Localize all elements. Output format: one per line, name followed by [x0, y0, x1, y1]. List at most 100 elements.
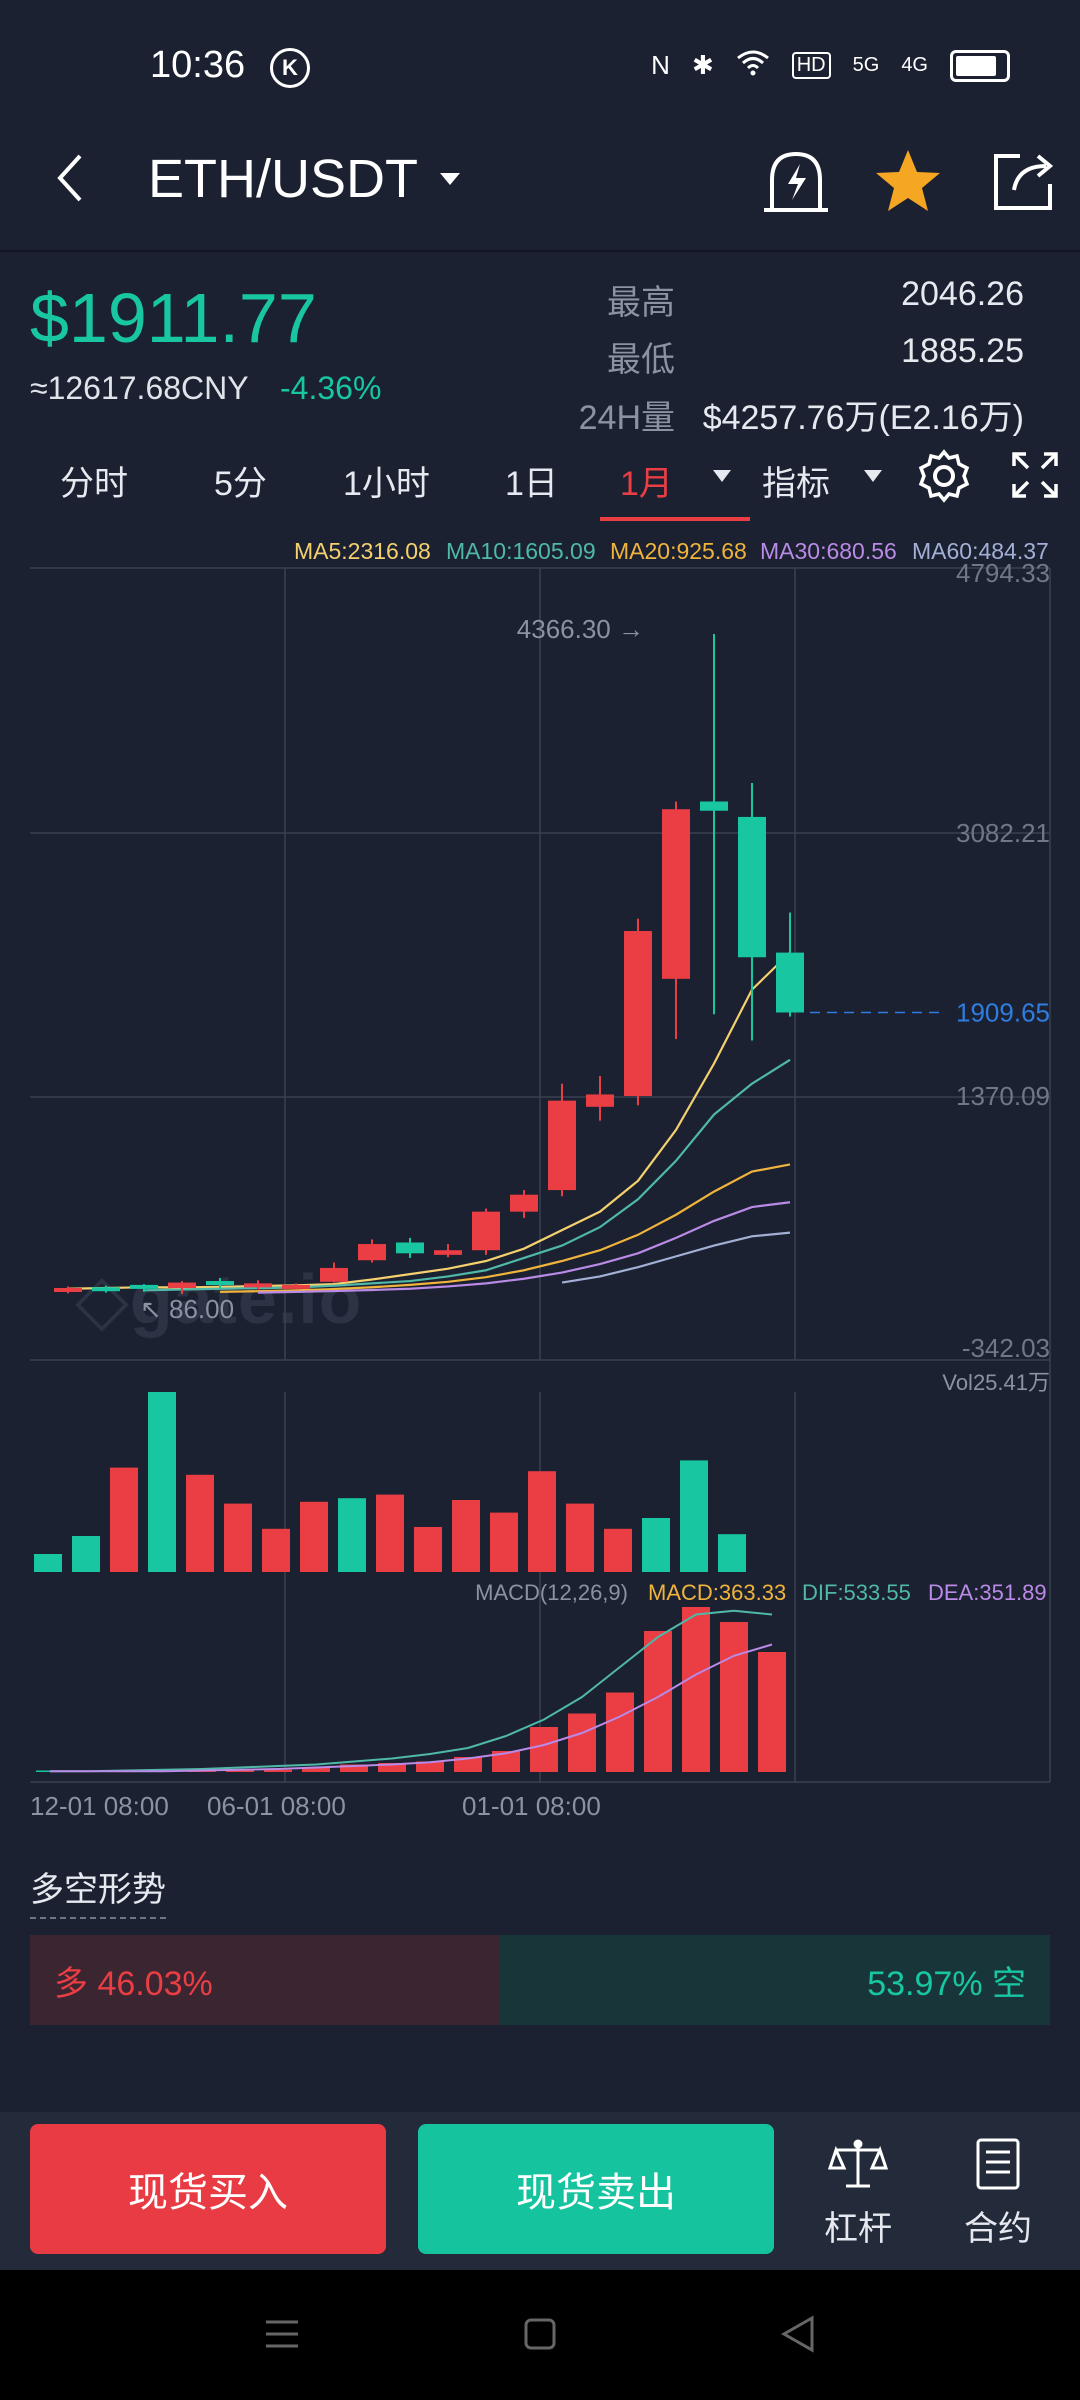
- more-intervals-button[interactable]: [713, 470, 731, 482]
- axis-labels: 4794.33 3082.21 1370.09 -342.03 1909.65 4366.…: [30, 560, 1050, 1820]
- volume-bar: [604, 1528, 632, 1572]
- tab-1hour[interactable]: 1小时: [343, 465, 430, 503]
- ma20-legend: MA20:925.68: [610, 538, 747, 564]
- nfc-icon: N: [651, 50, 670, 80]
- star-icon: [876, 150, 940, 211]
- volume-bar: [528, 1471, 556, 1572]
- favorite-button[interactable]: [868, 140, 948, 220]
- ma30-line: [257, 1201, 791, 1294]
- tab-1day[interactable]: 1日: [505, 465, 558, 503]
- document-icon: [976, 2138, 1020, 2190]
- macd-bar: [454, 1757, 482, 1772]
- gear-icon: [918, 449, 970, 503]
- back-button[interactable]: [42, 148, 102, 208]
- candle-body: [738, 816, 766, 958]
- macd-bar: [340, 1764, 368, 1772]
- candle-body: [776, 952, 804, 1013]
- caret-down-icon: [864, 470, 882, 482]
- long-short-title: 多空形势: [30, 1862, 166, 1919]
- ma60-line: [561, 1231, 791, 1284]
- indicator-dropdown[interactable]: 指标: [762, 465, 830, 503]
- macd-bar: [264, 1769, 292, 1772]
- high-value: 2046.26: [901, 275, 1024, 313]
- dea-line: [50, 1643, 773, 1773]
- spot-buy-button[interactable]: 现货买入: [30, 2124, 386, 2254]
- signal-5g-icon: 5G: [852, 54, 880, 76]
- short-segment: 53.97% 空: [499, 1935, 1050, 2025]
- cny-price: ≈12617.68CNY: [30, 370, 249, 406]
- k-badge-icon: K: [270, 48, 310, 88]
- indicator-caret[interactable]: [864, 470, 882, 482]
- candle-body: [92, 1287, 120, 1292]
- volume-bar: [224, 1503, 252, 1572]
- macd-bar: [720, 1622, 748, 1772]
- signal-4g-icon: 4G: [901, 54, 928, 76]
- volume-bar: [72, 1536, 100, 1572]
- candle-body: [358, 1244, 386, 1261]
- candle-body: [396, 1242, 424, 1254]
- system-nav-bar: [0, 2270, 1080, 2400]
- caret-down-icon: [713, 470, 731, 482]
- fullscreen-button[interactable]: [1010, 450, 1060, 505]
- macd-value-label: MACD:363.33: [648, 1580, 786, 1605]
- volume-bar: [300, 1501, 328, 1572]
- macd-bar: [568, 1713, 596, 1772]
- status-time: 10:36: [150, 44, 246, 86]
- watermark: ◇gate.io: [75, 1260, 363, 1338]
- dif-label: DIF:533.55: [802, 1580, 911, 1605]
- volume-bar: [34, 1554, 62, 1572]
- home-icon[interactable]: [520, 2314, 560, 2354]
- price-change: -4.36%: [280, 370, 382, 406]
- ma5-line: [67, 951, 791, 1290]
- share-button[interactable]: [984, 140, 1064, 220]
- tab-1month[interactable]: 1月: [620, 465, 673, 503]
- hd-icon: HD: [791, 52, 831, 79]
- chart-settings-button[interactable]: [916, 448, 972, 509]
- active-tab-underline: [600, 517, 750, 521]
- long-segment: 多 46.03%: [30, 1935, 500, 2025]
- volume-bar: [338, 1498, 366, 1572]
- y-axis-label: 3082.21: [956, 818, 1050, 848]
- ma20-line: [219, 1163, 791, 1293]
- volume-bar: [452, 1500, 480, 1572]
- pair-selector[interactable]: ETH/USDT: [148, 148, 460, 210]
- kline-chart[interactable]: 4794.33 3082.21 1370.09 -342.03 1909.65 4366.…: [0, 560, 1080, 1820]
- volume-label: Vol25.41万: [942, 1370, 1050, 1395]
- macd-bar: [302, 1767, 330, 1772]
- candle-body: [472, 1211, 500, 1251]
- volume-bars: [34, 1392, 746, 1572]
- back-nav-icon[interactable]: [778, 2314, 818, 2354]
- fullscreen-icon: [1012, 452, 1058, 498]
- status-icons: N ✱ HD 5G 4G: [651, 48, 1010, 83]
- candle-body: [54, 1287, 82, 1292]
- candle-body: [320, 1267, 348, 1282]
- candles: [54, 634, 804, 1294]
- high-label: 最高: [607, 284, 675, 322]
- menu-icon[interactable]: [262, 2314, 302, 2354]
- volume-bar: [490, 1512, 518, 1572]
- macd-bar: [416, 1761, 444, 1772]
- contract-button[interactable]: 合约: [938, 2136, 1058, 2250]
- y-axis-label: 1370.09: [956, 1081, 1050, 1111]
- volume-bar: [148, 1392, 176, 1572]
- volume-bar: [566, 1503, 594, 1572]
- macd-bar: [188, 1771, 216, 1772]
- price-alert-button[interactable]: [756, 140, 836, 220]
- macd-bar: [226, 1770, 254, 1772]
- candle-body: [130, 1284, 158, 1289]
- macd-bar: [758, 1652, 786, 1772]
- macd-bar: [682, 1607, 710, 1772]
- scale-icon: [827, 2139, 889, 2188]
- chart-grid: [30, 567, 1051, 1783]
- volume-bar: [718, 1534, 746, 1572]
- candle-body: [244, 1283, 272, 1288]
- pair-title: ETH/USDT: [148, 149, 418, 209]
- macd-bar: [606, 1692, 634, 1772]
- tab-timeline[interactable]: 分时: [60, 465, 128, 503]
- leverage-button[interactable]: 杠杆: [798, 2136, 918, 2250]
- tab-5min[interactable]: 5分: [214, 465, 267, 503]
- caret-down-icon: [440, 173, 460, 185]
- contract-label: 合约: [964, 2210, 1032, 2248]
- macd-bar: [492, 1751, 520, 1772]
- spot-sell-button[interactable]: 现货卖出: [418, 2124, 774, 2254]
